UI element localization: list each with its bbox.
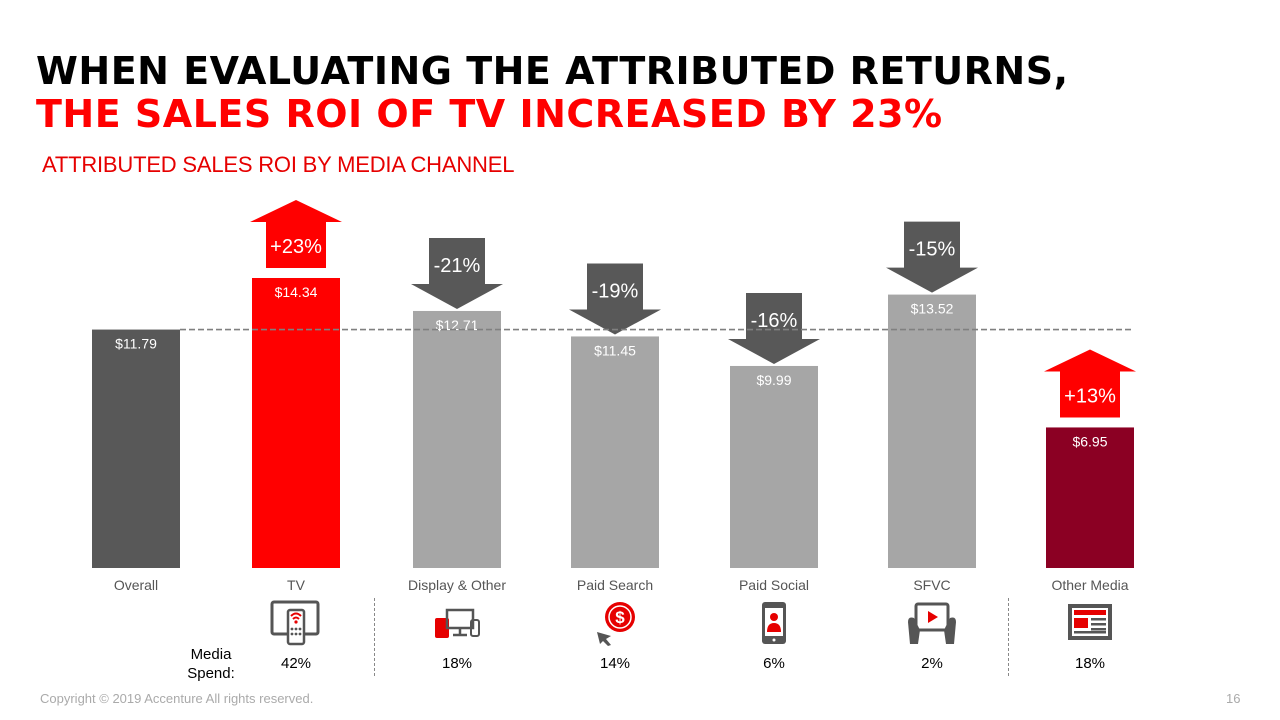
value-label-other-media: $6.95 — [1072, 433, 1107, 449]
devices-icon — [431, 600, 483, 646]
value-label-display-and-other: $12.71 — [436, 317, 479, 333]
media-spend-label-line1: Media — [190, 646, 232, 663]
change-label-sfvc: -15% — [909, 239, 956, 261]
bar-paid-search — [571, 336, 659, 568]
divider-left — [374, 598, 375, 676]
category-label-paid-search: Paid Search — [576, 577, 654, 593]
down-arrow-paid-social — [728, 292, 820, 364]
change-label-paid-social: -16% — [751, 310, 798, 332]
bar-other-media — [1046, 427, 1134, 568]
media-spend-paid-search: 14% — [599, 655, 631, 672]
page-number: 16 — [1226, 691, 1241, 706]
change-label-tv: +23% — [270, 236, 322, 258]
bar-tv — [252, 278, 340, 568]
category-label-sfvc: SFVC — [913, 577, 951, 593]
category-label-overall: Overall — [113, 577, 159, 593]
value-label-paid-social: $9.99 — [756, 372, 791, 388]
copyright: Copyright © 2019 Accenture All rights re… — [40, 691, 314, 706]
category-label-paid-social: Paid Social — [738, 577, 810, 593]
change-label-paid-search: -19% — [592, 280, 639, 302]
bar-display-and-other — [413, 310, 501, 568]
down-arrow-paid-search — [569, 263, 661, 335]
down-arrow-sfvc — [886, 221, 978, 293]
value-label-tv: $14.34 — [275, 284, 318, 300]
up-arrow-other-media — [1044, 349, 1136, 418]
media-spend-tv: 42% — [280, 655, 312, 672]
newspaper-icon — [1064, 600, 1116, 646]
media-spend-sfvc: 2% — [921, 655, 943, 672]
bar-sfvc — [888, 294, 976, 568]
category-label-tv: TV — [287, 577, 305, 593]
tablet-video-icon — [906, 600, 958, 646]
change-label-display-and-other: -21% — [434, 255, 481, 277]
divider-right — [1008, 598, 1009, 676]
chart-title: ATTRIBUTED SALES ROI BY MEDIA CHANNEL — [42, 152, 515, 177]
category-label-display-and-other: Display & Other — [407, 577, 507, 593]
value-label-paid-search: $11.45 — [594, 342, 636, 358]
value-label-sfvc: $13.52 — [911, 301, 954, 317]
title-line-2: THE SALES ROI OF TV INCREASED BY 23% — [36, 92, 943, 136]
title-line-1: WHEN EVALUATING THE ATTRIBUTED RETURNS, — [36, 49, 1069, 93]
value-label-overall: $11.79 — [115, 336, 157, 352]
smartphone-user-icon — [748, 600, 800, 646]
category-label-other-media: Other Media — [1051, 577, 1129, 593]
media-spend-label-line2: Spend: — [187, 665, 235, 682]
media-spend-display-and-other: 18% — [441, 655, 473, 672]
media-spend-label: Media Spend: — [176, 645, 246, 683]
up-arrow-tv — [250, 200, 342, 268]
dollar-click-icon: $ — [589, 600, 641, 646]
tv-remote-icon — [270, 600, 322, 646]
change-label-other-media: +13% — [1064, 385, 1116, 407]
bar-paid-social — [730, 365, 818, 568]
svg-text:$: $ — [615, 608, 625, 627]
media-spend-other-media: 18% — [1074, 655, 1106, 672]
media-spend-paid-social: 6% — [763, 655, 785, 672]
bar-overall — [92, 329, 180, 568]
down-arrow-display-and-other — [411, 237, 503, 309]
